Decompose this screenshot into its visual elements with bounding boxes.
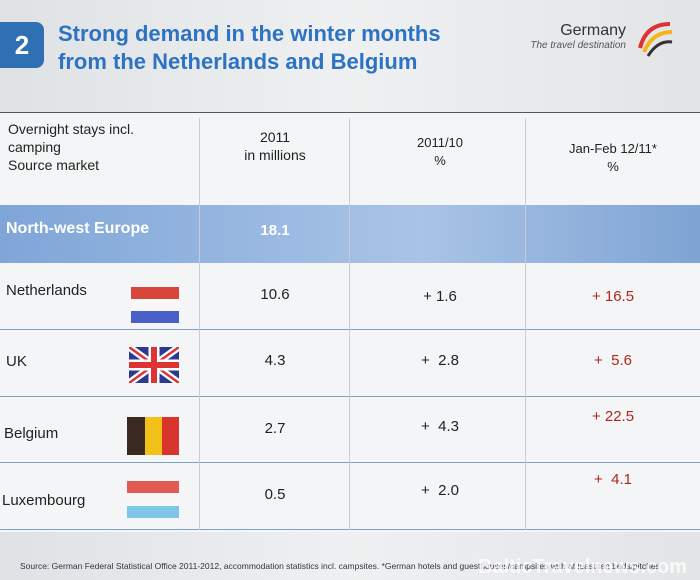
header-line: %	[434, 153, 446, 168]
column-header: Jan-Feb 12/11* %	[526, 140, 700, 176]
column-header: 2011/10 %	[350, 134, 530, 170]
row-label: UK	[6, 353, 27, 370]
badge: 2	[0, 22, 44, 68]
cell: + 16.5	[591, 288, 635, 305]
cell: + 4.1	[594, 471, 632, 488]
header-line: in millions	[244, 147, 306, 163]
row-label: Netherlands	[6, 282, 87, 299]
title: Strong demand in the winter months from …	[58, 20, 441, 76]
logo-swoosh	[638, 22, 673, 57]
row-label: Belgium	[4, 425, 59, 442]
highlight-row	[0, 205, 700, 263]
cell: 0.5	[264, 486, 286, 503]
cell: 10.6	[260, 286, 290, 303]
rule	[525, 118, 526, 530]
title-line: from the Netherlands and Belgium	[58, 49, 418, 74]
header-line: Jan-Feb 12/11*	[569, 141, 657, 156]
column-header: Overnight stays incl. camping Source mar…	[8, 120, 134, 174]
header-line: 2011	[259, 129, 291, 145]
cell: + 2.8	[421, 352, 459, 369]
header-line: Overnight stays incl.	[8, 121, 135, 137]
header-line: Source market	[8, 157, 100, 173]
flag-uk	[129, 347, 179, 383]
logo-name: Germany	[560, 22, 626, 39]
rule	[199, 118, 200, 530]
header-line: camping	[8, 139, 61, 155]
title-line: Strong demand in the winter months	[58, 21, 441, 46]
column-header: 2011 in millions	[200, 128, 350, 164]
header-line: %	[607, 159, 619, 174]
row-label: North-west Europe	[6, 220, 150, 237]
rule	[0, 396, 700, 397]
logo: Germany The travel destination	[528, 22, 626, 51]
watermark: BalticTravelnews.com	[478, 556, 687, 578]
rule	[0, 329, 700, 330]
cell: + 4.3	[421, 418, 459, 435]
rule	[0, 462, 700, 463]
rule	[0, 529, 700, 530]
rule	[0, 112, 700, 113]
rule	[349, 118, 350, 530]
header-line: 2011/10	[416, 135, 464, 150]
cell: + 5.6	[594, 352, 632, 369]
cell: 2.7	[264, 420, 286, 437]
cell: 18.1	[260, 222, 290, 239]
source-note: Source: German Federal Statistical Offic…	[20, 561, 660, 571]
row-label: Luxembourg	[2, 492, 86, 509]
cell: + 2.0	[421, 482, 459, 499]
flag-belgium	[127, 417, 179, 455]
cell: 4.3	[264, 352, 286, 369]
cell: + 22.5	[591, 408, 635, 425]
logo-tagline: The travel destination	[530, 40, 626, 51]
cell: + 1.6	[423, 288, 457, 305]
flag-luxembourg	[127, 481, 179, 518]
flag-netherlands	[131, 287, 179, 323]
